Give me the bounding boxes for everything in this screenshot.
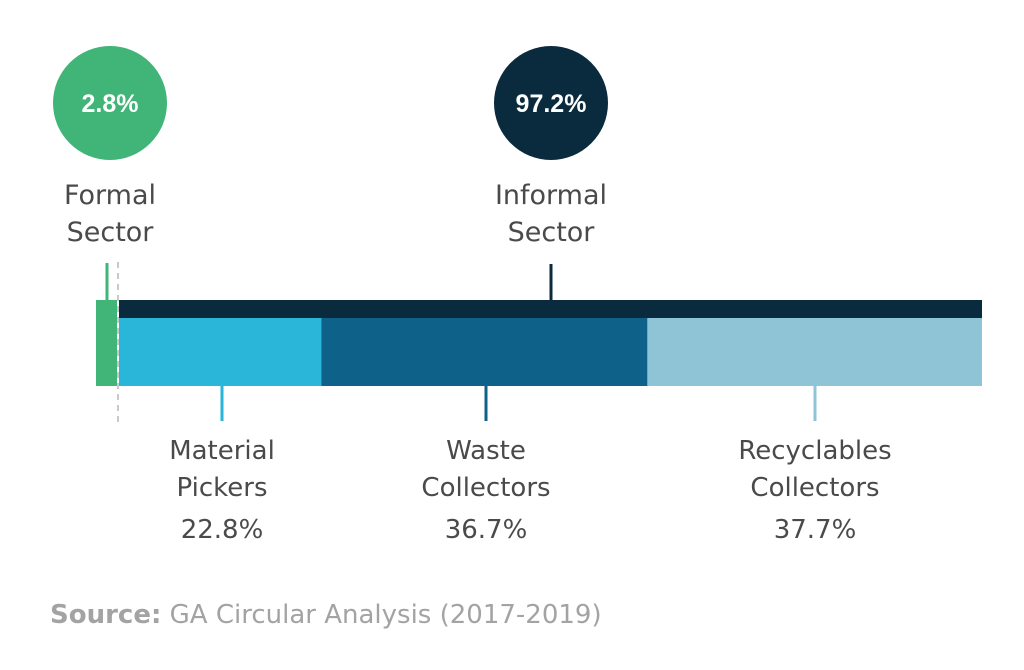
bars-group	[96, 300, 982, 386]
informal-sector-label-line-2: Sector	[508, 217, 596, 248]
category-label-3-line-1: Recyclables	[738, 436, 891, 466]
category-label-3-line-2: Collectors	[750, 473, 879, 503]
source-prefix: Source:	[50, 600, 162, 630]
source-note: Source: GA Circular Analysis (2017-2019)	[50, 600, 602, 630]
circles-group: 2.8% 97.2%	[53, 46, 608, 160]
category-label-2-line-2: Collectors	[421, 473, 550, 503]
connectors-group	[105, 262, 817, 425]
category-value-3: 37.7%	[774, 515, 857, 545]
category-label-1-line-1: Material	[169, 436, 275, 466]
informal-sector-band	[119, 300, 982, 319]
category-bar-2	[321, 318, 648, 386]
source-text: GA Circular Analysis (2017-2019)	[161, 600, 602, 630]
labels-group: Formal Sector Informal Sector Material Picker…	[64, 180, 892, 545]
informal-sector-percent: 97.2%	[516, 90, 587, 118]
formal-sector-percent: 2.8%	[82, 90, 139, 118]
formal-sector-circle	[53, 46, 167, 160]
formal-sector-label-line-1: Formal	[64, 180, 156, 211]
category-label-2-line-1: Waste	[446, 436, 526, 466]
informal-sector-label-line-1: Informal	[495, 180, 607, 211]
category-value-2: 36.7%	[445, 515, 528, 545]
category-label-1-line-2: Pickers	[177, 473, 268, 503]
category-value-1: 22.8%	[181, 515, 264, 545]
category-bar-3	[647, 318, 982, 386]
informal-sector-circle	[494, 46, 608, 160]
category-bar-1	[119, 318, 322, 386]
formal-sector-bar	[96, 300, 117, 386]
formal-sector-label-line-2: Sector	[67, 217, 155, 248]
